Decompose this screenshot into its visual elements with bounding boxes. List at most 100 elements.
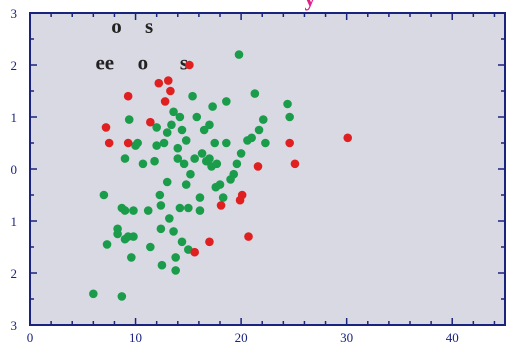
data-point [197,149,207,158]
data-point [229,169,239,179]
data-point [216,201,226,210]
data-point [120,206,130,215]
data-point [99,190,109,200]
data-point [143,206,153,215]
data-point [169,107,178,117]
data-point [244,232,253,241]
data-point [234,50,244,59]
data-point [102,240,112,249]
data-point [184,203,193,213]
legend-annotation: o [138,50,149,74]
data-point [175,203,185,213]
data-point [156,224,166,234]
plot-area [29,12,506,326]
data-point [154,78,164,88]
data-point [117,292,127,301]
data-point [285,112,294,122]
data-point [113,224,122,234]
data-point [212,159,222,169]
data-point [190,154,199,163]
data-point [253,162,263,171]
chart-title: y [305,0,316,11]
legend-annotation: ee [95,50,114,74]
data-point [232,159,242,169]
data-point [162,177,172,187]
axis-ticks [29,12,505,326]
data-point [171,266,180,275]
data-point [89,289,98,299]
x-tick-label: 20 [235,330,248,345]
y-tick-label: 2 [11,58,18,73]
data-point [199,125,209,135]
data-point [181,180,191,189]
legend-annotation: s [180,50,188,74]
data-point [173,143,183,153]
x-tick-label: 0 [27,330,34,345]
data-point [127,253,136,262]
data-point [175,112,185,122]
data-point [210,138,220,148]
data-point [215,180,225,189]
data-point [192,112,202,122]
data-point [195,206,205,215]
data-point [166,86,175,96]
data-point [247,133,256,143]
y-tick-label: 0 [11,162,18,177]
data-point [208,102,217,111]
data-point [120,154,130,163]
data-point [185,60,194,70]
legend-annotations: o see o s [95,14,188,74]
data-point [167,120,176,130]
data-point [177,125,187,135]
data-point [261,138,270,148]
data-point [258,115,268,124]
data-point [156,201,166,210]
legend-annotation: s [145,14,153,38]
data-point [160,97,170,106]
data-point [155,190,165,200]
legend-annotation: o [111,14,122,38]
y-tick-label: 1 [11,214,18,229]
data-point [152,123,161,132]
data-point [163,76,173,85]
data-point [165,214,174,223]
data-point [101,123,111,132]
data-point [205,154,214,163]
data-point [250,89,260,98]
data-point [285,138,294,148]
data-point [177,237,187,247]
data-points [89,50,353,301]
data-point [195,193,205,202]
x-tick-label: 10 [129,330,142,345]
data-point [129,206,138,215]
data-point [190,247,199,257]
data-point [222,97,231,106]
data-point [188,91,197,101]
data-point [236,149,246,158]
data-point [254,125,264,135]
data-point [218,193,228,202]
data-point [290,159,300,169]
data-point [179,159,189,169]
data-point [205,120,214,130]
data-point [237,190,247,200]
data-point [104,138,114,148]
data-point [133,138,142,148]
data-point [159,138,169,148]
data-point [181,136,191,145]
y-tick-label: 1 [11,110,18,125]
data-point [150,156,159,166]
data-point [171,253,180,262]
data-point [283,99,292,109]
data-point [162,128,172,137]
data-point [129,232,138,241]
data-point [124,115,134,124]
x-tick-label: 40 [446,330,459,345]
data-point [186,169,195,179]
data-point [173,154,183,163]
data-point [343,133,353,143]
data-point [157,260,167,270]
data-point [123,138,133,148]
